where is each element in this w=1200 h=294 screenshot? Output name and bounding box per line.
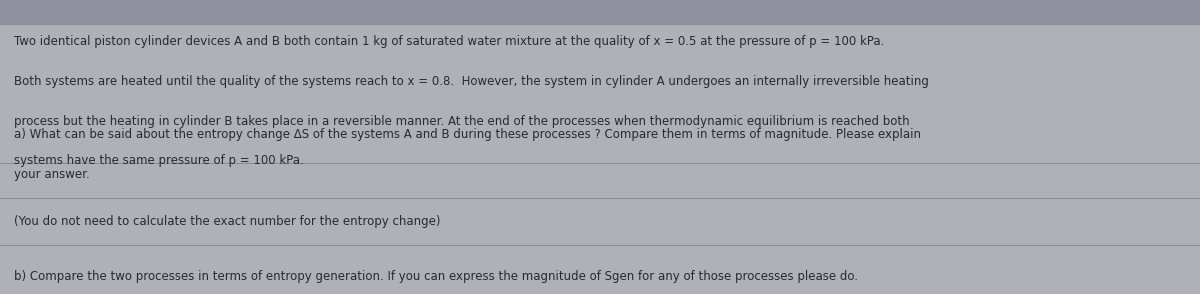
Text: your answer.: your answer. (14, 168, 90, 181)
Text: (You do not need to calculate the exact number for the entropy change): (You do not need to calculate the exact … (14, 215, 440, 228)
Text: Both systems are heated until the quality of the systems reach to x = 0.8.  Howe: Both systems are heated until the qualit… (14, 75, 929, 88)
Text: process but the heating in cylinder B takes place in a reversible manner. At the: process but the heating in cylinder B ta… (14, 115, 910, 128)
Text: a) What can be said about the entropy change ΔS of the systems A and B during th: a) What can be said about the entropy ch… (14, 128, 922, 141)
Text: Two identical piston cylinder devices A and B both contain 1 kg of saturated wat: Two identical piston cylinder devices A … (14, 35, 884, 48)
Text: systems have the same pressure of p = 100 kPa.: systems have the same pressure of p = 10… (14, 154, 304, 167)
Bar (0, 0, 1200, 24)
Text: b) Compare the two processes in terms of entropy generation. If you can express : b) Compare the two processes in terms of… (14, 270, 858, 283)
